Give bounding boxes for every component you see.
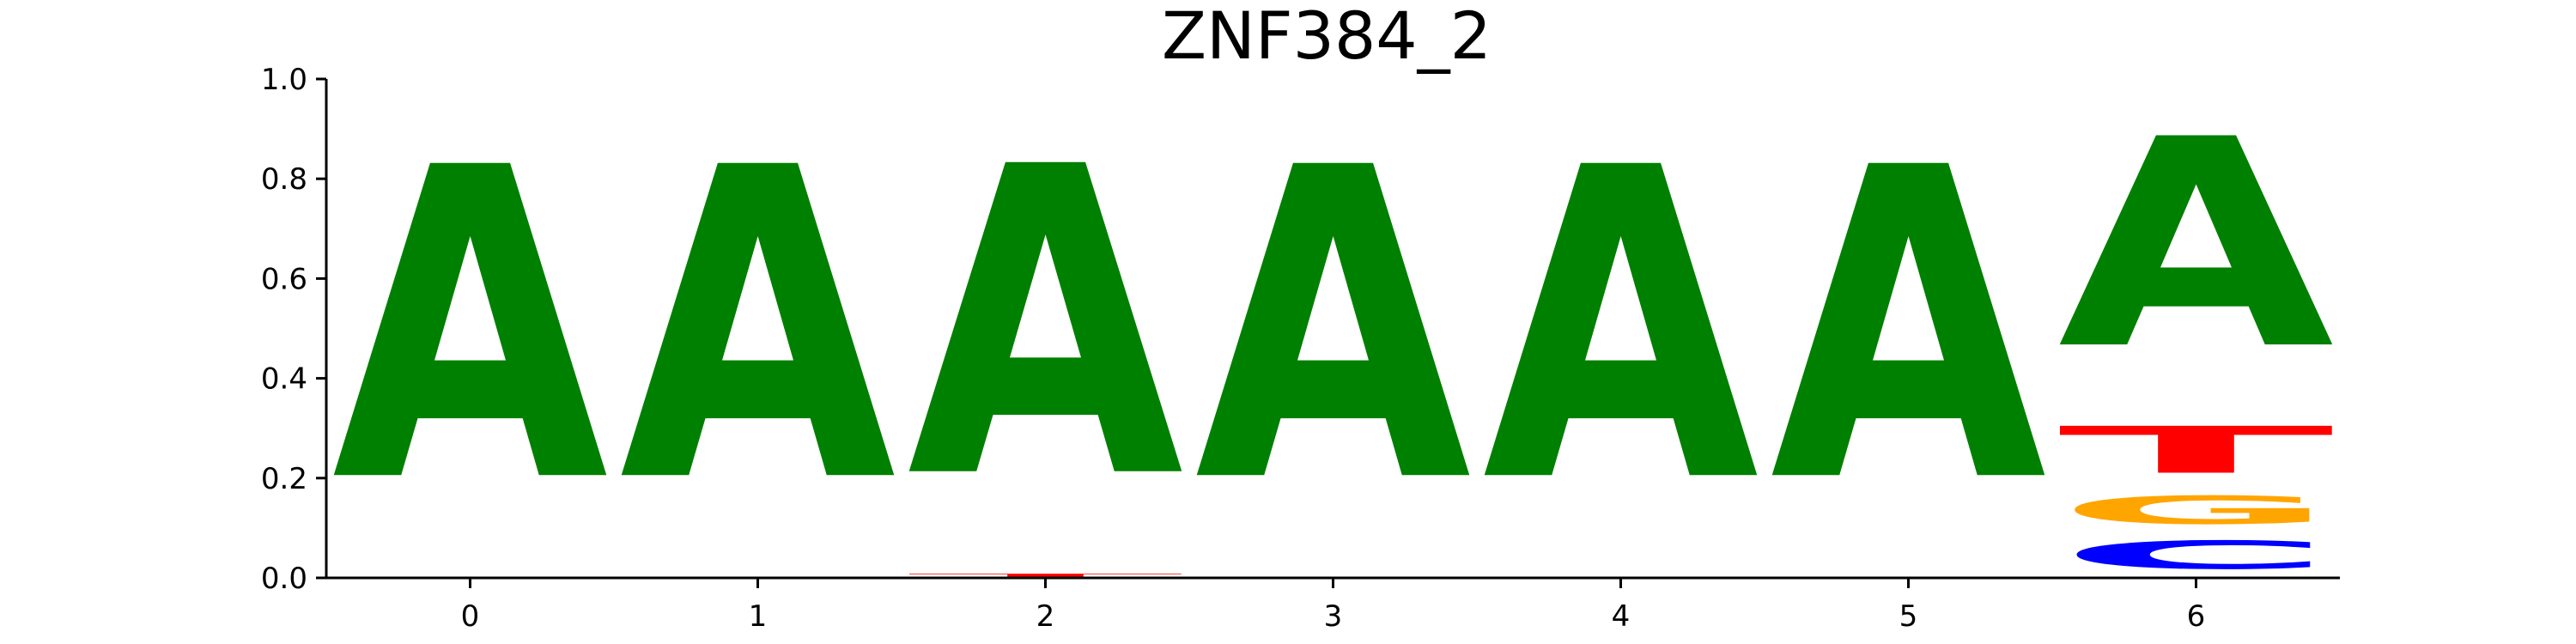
chart-title: ZNF384_2 (1162, 0, 1492, 74)
y-tick-label: 0.6 (261, 262, 307, 296)
axes: 0.0 0.2 0.4 0.6 0.8 1.0 0 1 2 3 4 5 6 (261, 63, 2340, 634)
x-tick-label: 4 (1612, 599, 1631, 634)
y-tick-label: 0.8 (261, 162, 307, 197)
logo-letter-a-pos-6: A (2058, 78, 2337, 412)
logo-letter-t-pos-6: T (2058, 413, 2336, 488)
logo-letter-a-pos-3: A (1195, 79, 1474, 577)
logo-letter-t-pos-2: T (908, 573, 1186, 578)
logo-letter-a-pos-0: A (332, 79, 611, 577)
x-tick-label: 3 (1324, 599, 1343, 634)
y-tick-label: 1.0 (261, 63, 307, 97)
y-tick-label: 0.2 (261, 462, 307, 496)
logo-letter-a-pos-4: A (1483, 79, 1762, 577)
logo-letter-a-pos-1: A (620, 79, 899, 577)
x-tick-label: 6 (2187, 599, 2206, 634)
x-tick-label: 1 (749, 599, 768, 634)
logo-letter-c-pos-6: C (2058, 533, 2335, 578)
x-tick-label: 5 (1899, 599, 1918, 634)
x-tick-label: 0 (461, 599, 480, 634)
x-tick-label: 2 (1036, 599, 1055, 634)
logo-letter-a-pos-2: A (908, 77, 1187, 572)
y-tick-label: 0.0 (261, 562, 307, 596)
logo-letter-g-pos-6: G (2058, 488, 2335, 532)
y-tick-label: 0.4 (261, 362, 307, 397)
logo-letter-a-pos-5: A (1771, 79, 2050, 577)
